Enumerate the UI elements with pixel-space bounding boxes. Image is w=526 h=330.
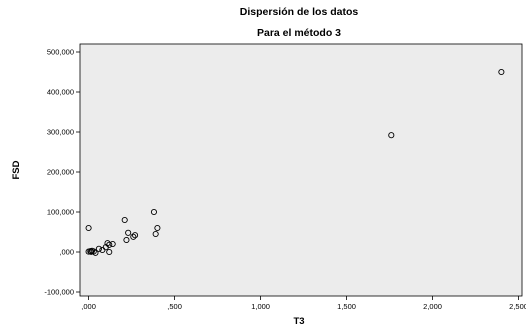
data-point xyxy=(125,229,132,236)
data-point xyxy=(498,68,505,76)
x-tick-label: 1,000 xyxy=(251,302,270,311)
data-point xyxy=(150,208,158,216)
data-point xyxy=(388,132,395,139)
data-points xyxy=(85,68,505,256)
y-tick-label: ,000 xyxy=(59,248,74,257)
data-point xyxy=(106,248,113,256)
data-point xyxy=(85,224,92,232)
data-point xyxy=(121,216,128,224)
plot-area xyxy=(79,43,523,297)
chart-subtitle: Para el método 3 xyxy=(257,27,341,39)
data-point xyxy=(92,249,99,256)
x-tick-label: 2,000 xyxy=(423,302,442,311)
data-point xyxy=(152,230,159,238)
y-tick-label: 400,000 xyxy=(47,88,74,97)
y-tick-label: 200,000 xyxy=(47,168,74,177)
data-point xyxy=(154,224,161,232)
data-point xyxy=(90,248,97,255)
y-tick-label: -100,000 xyxy=(44,288,74,297)
data-point xyxy=(131,232,139,239)
data-point xyxy=(123,236,130,244)
y-axis-ticks: -100,000 ,000 100,000 200,000 300,000 400,000… xyxy=(44,48,80,297)
x-tick-label: ,000 xyxy=(81,302,96,311)
data-point xyxy=(130,233,137,240)
x-tick-label: 2,500 xyxy=(509,302,526,311)
x-axis-ticks: ,000 ,500 1,000 1,500 2,000 2,500 xyxy=(81,296,526,311)
data-point xyxy=(95,245,102,252)
data-point xyxy=(88,248,95,255)
x-tick-label: 1,500 xyxy=(337,302,356,311)
y-tick-label: 300,000 xyxy=(47,128,74,137)
x-axis-label: T3 xyxy=(293,316,304,327)
x-tick-label: ,500 xyxy=(167,302,182,311)
chart-title: Dispersión de los datos xyxy=(240,6,359,18)
data-point xyxy=(106,241,113,248)
y-axis-label: FSD xyxy=(11,160,22,179)
y-tick-label: 100,000 xyxy=(47,208,74,217)
y-tick-label: 500,000 xyxy=(47,48,74,57)
data-point xyxy=(109,240,116,248)
